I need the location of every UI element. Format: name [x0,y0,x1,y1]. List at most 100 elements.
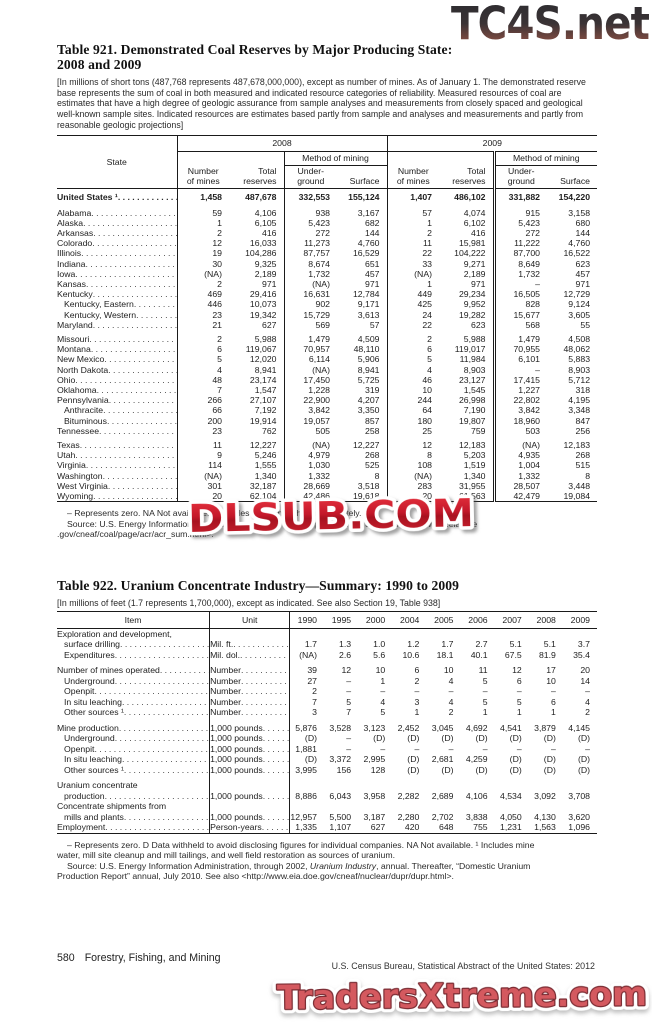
value-cell: 1,030 [283,460,337,471]
year-2009-header: 2009 [386,135,598,152]
item-label: Other sources ¹ [57,707,210,718]
unit-label: Person-years [209,822,291,834]
value-cell: 28,507 [492,480,548,491]
value-cell: 26,998 [458,395,486,406]
value-cell: (D) [577,764,590,775]
value-cell: 5,423 [492,217,548,228]
value-cell: 8,674 [283,258,337,269]
item-group-label: Concentrate shipments from [57,801,167,812]
value-cell: 446 [176,299,229,310]
value-cell: 12,957 [290,811,317,822]
value-cell: 902 [283,299,337,310]
state-label: Texas [57,440,177,450]
spacer-cell [563,780,597,791]
value-cell: 19,282 [458,309,486,320]
item-group-row: Exploration and development, [57,628,597,640]
value-cell: 12 [512,665,522,676]
value-cell: 10.6 [402,649,420,660]
spacer-cell [426,801,460,812]
value-cell: 416 [471,227,486,238]
value-cell: 1,732 [283,268,337,279]
value-cell: 1,479 [492,333,548,345]
value-cell: – [551,743,556,754]
value-cell: 29,416 [249,289,277,300]
value-cell: 156 [336,764,352,775]
unit-label: Mil. ft. [209,639,291,650]
value-cell: (NA) [283,439,337,451]
value-cell: 7 [346,707,352,718]
value-cell: 15,729 [283,309,337,320]
spacer-cell [492,203,548,208]
value-cell: 3 [414,696,420,707]
table-row: Other sources ¹Number 3 7 5 1 2 1 1 1 2 [57,707,597,718]
table-row: Maryland21 627 569 57 22 623 568 55 [57,319,597,330]
item-group-label: Uranium concentrate [57,780,138,791]
item-label: Underground [57,676,210,687]
value-cell: 568 [492,319,548,330]
value-cell: 4,760 [568,238,591,249]
value-cell: 11 [386,238,440,249]
year-header: 2006 [460,611,495,629]
spacer-cell [460,780,494,791]
value-cell: 4,259 [465,754,488,765]
value-cell: 32,187 [249,480,277,491]
value-cell: 1,340 [254,470,277,481]
value-cell: 2 [176,278,229,290]
value-cell: 28,669 [283,480,337,491]
value-cell: 5,423 [283,217,337,228]
value-cell: 1,547 [254,384,277,395]
value-cell: 1 [551,707,556,718]
value-cell: 762 [262,425,277,436]
item-group-row: Concentrate shipments from [57,801,597,812]
value-cell: (NA) [283,364,337,375]
item-label: mills and plants [57,812,210,823]
value-cell: – [414,743,420,754]
value-cell: 12,183 [458,439,486,450]
table-row: Virginia114 1,555 1,030 525 108 1,519 1,004 515 [57,460,597,471]
spacer-row [57,717,597,723]
value-cell: 3,448 [568,480,591,491]
value-cell: 154,220 [558,192,591,203]
value-cell: 6 [386,344,440,355]
value-cell: 22,900 [283,395,337,406]
table-row: Utah9 5,246 4,979 268 8 5,203 4,935 268 [57,450,597,461]
item-label: surface drilling [57,639,210,650]
year-header: 1990 [289,611,324,629]
value-cell: 87,757 [283,248,337,259]
spacer-cell [176,435,229,440]
value-cell: 39 [307,665,317,676]
value-cell: 17,415 [492,374,548,385]
watermark-tradersxtreme-graphic: TradersXtreme.com TradersXtreme.com [272,970,651,1022]
state-label: Oklahoma [57,385,177,395]
value-cell: 6,102 [463,217,486,228]
spacer-cell [290,780,324,791]
value-cell: – [346,743,352,754]
spacer-cell [392,801,426,812]
value-cell: 915 [492,207,548,218]
value-cell: 8,903 [463,364,486,375]
value-cell: 4,207 [357,395,380,406]
value-cell: 9,171 [357,299,380,310]
spacer-cell [283,435,337,440]
table-row: Texas11 12,227 (NA) 12,227 12 12,183 (NA) 12,18… [57,439,597,451]
value-cell: 2,452 [397,722,420,733]
value-cell: 5,883 [568,354,591,365]
unit-label: 1,000 pounds [209,764,291,776]
spacer-cell [324,780,358,791]
value-cell: 3,958 [363,790,386,801]
table922-source-line1: Source: U.S. Energy Information Administ… [67,860,531,871]
value-cell: 3,528 [329,722,352,733]
value-cell: 416 [262,227,277,238]
value-cell: 4 [585,696,590,707]
state-label: United States ¹ [57,188,177,204]
table921-source-line2: .gov/cneaf/coal/page/acr/acr_sum.html>. [57,529,214,540]
unit-label: Number [209,675,291,687]
spacer-cell [495,801,529,812]
value-cell: 2 [585,707,590,718]
table-row: Kentucky, Western23 19,342 15,729 3,613 24 19… [57,309,597,320]
value-cell: (NA) [299,649,317,660]
value-cell: 22 [386,319,440,330]
value-cell: 623 [575,258,591,269]
value-cell: 4 [386,364,440,375]
